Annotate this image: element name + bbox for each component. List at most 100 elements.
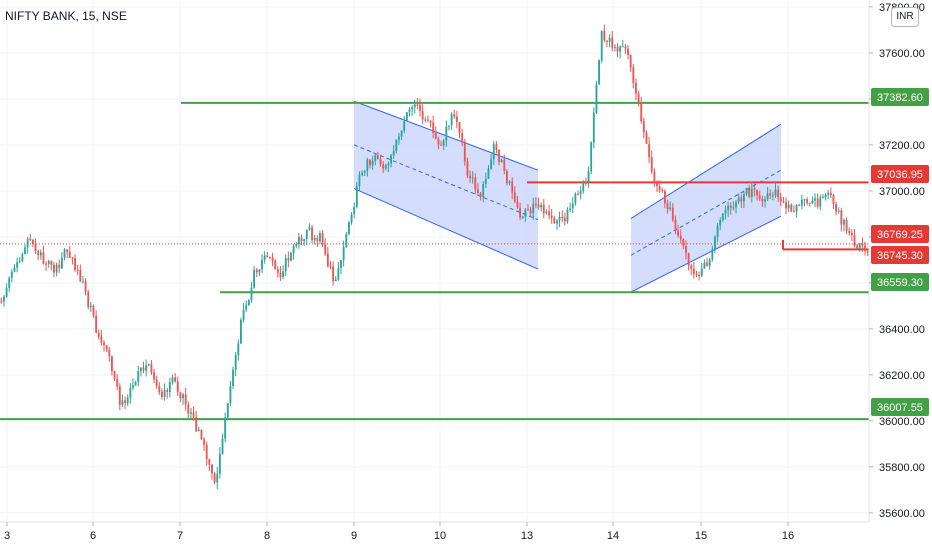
candle-body [424,119,427,121]
candle-body [163,390,166,397]
candle-body [540,204,543,208]
candle-body [413,104,416,108]
candle-body [666,203,669,210]
currency-badge[interactable]: INR [891,7,919,27]
y-tick-label-7: 37000.00 [879,186,925,198]
candle-body [221,438,224,454]
y-tick-label-10: 37600.00 [879,48,925,60]
candle-body [303,239,306,242]
candle-body [550,215,553,218]
candle-body [266,255,269,257]
candle-body [574,193,577,204]
candle-body [340,260,342,268]
candle-body [326,253,329,267]
candle-body [161,391,163,397]
candle-body [495,144,498,150]
candle-body [674,219,677,231]
candle-body [771,195,774,197]
candle-body [182,394,184,399]
candle-body [774,189,777,196]
candle-body [247,300,250,306]
candle-body [350,214,353,223]
x-tick-label-6: 13 [521,530,533,542]
candle-body [345,234,348,247]
candle-body [798,205,801,207]
x-tick-label-7: 14 [607,530,619,542]
candle-body [103,342,105,346]
candle-body [166,390,169,393]
candle-body [632,67,635,83]
candle-body [53,264,55,273]
candle-body [226,403,229,418]
candle-body [592,112,595,143]
candle-body [545,211,548,214]
candle-body [653,171,656,183]
candle-body [714,236,716,250]
candle-body [366,159,369,172]
candle-body [71,257,74,259]
candle-body [687,253,690,266]
candle-body [479,193,482,198]
candle-body [284,258,287,272]
candle-body [282,271,285,277]
candle-body [629,55,632,68]
candle-body [232,369,234,387]
candle-body [126,397,129,403]
candle-body [189,412,192,414]
candle-body [866,251,869,253]
candle-body [663,191,666,204]
candle-body [187,404,190,414]
candle-body [769,193,772,196]
candle-body [519,207,522,218]
candle-body [500,159,503,163]
candle-body [116,378,119,387]
candle-body [590,142,593,172]
candle-body [68,251,71,258]
candle-body [234,355,237,370]
candle-body [329,266,332,268]
candle-body [261,259,263,270]
candle-body [764,199,766,202]
level-label-1: 37036.95 [877,169,923,181]
candle-body [319,233,321,242]
candle-body [816,198,819,207]
y-tick-label-3: 36200.00 [879,370,925,382]
candle-body [819,197,822,207]
candle-body [814,198,816,201]
candle-body [627,48,629,56]
candle-body [105,345,108,350]
candle-body [608,37,611,42]
candle-body [716,225,719,237]
candle-body [606,40,608,42]
candle-body [748,188,751,197]
candle-body [793,211,795,213]
candle-body [137,371,140,383]
candle-body [782,201,785,203]
level-labels: 37382.60 37036.95 36769.25 36745.30 36559.30… [871,88,929,416]
candles [0,24,869,490]
candle-body [39,252,42,256]
candle-body [308,227,311,230]
x-tick-label-0: 3 [4,530,10,542]
candle-body [706,262,708,266]
candle-body [45,263,48,265]
candle-body [729,205,732,208]
candle-body [211,464,213,474]
candle-body [379,159,382,165]
candle-body [168,382,171,393]
candle-body [785,202,787,209]
candle-body [579,190,582,195]
level-label-2: 36769.25 [877,229,923,241]
candle-body [432,122,435,133]
candle-body [563,217,566,222]
candle-body [529,209,532,214]
candle-body [150,364,153,373]
chart-title: NIFTY BANK, 15, NSE [5,9,127,23]
candle-body [850,233,853,236]
candle-body [92,305,95,316]
time-axis[interactable]: 3 6 7 8 9 10 13 14 15 16 [4,522,794,542]
candle-body [616,46,619,52]
candle-body [34,244,37,251]
x-tick-label-9: 16 [782,530,794,542]
